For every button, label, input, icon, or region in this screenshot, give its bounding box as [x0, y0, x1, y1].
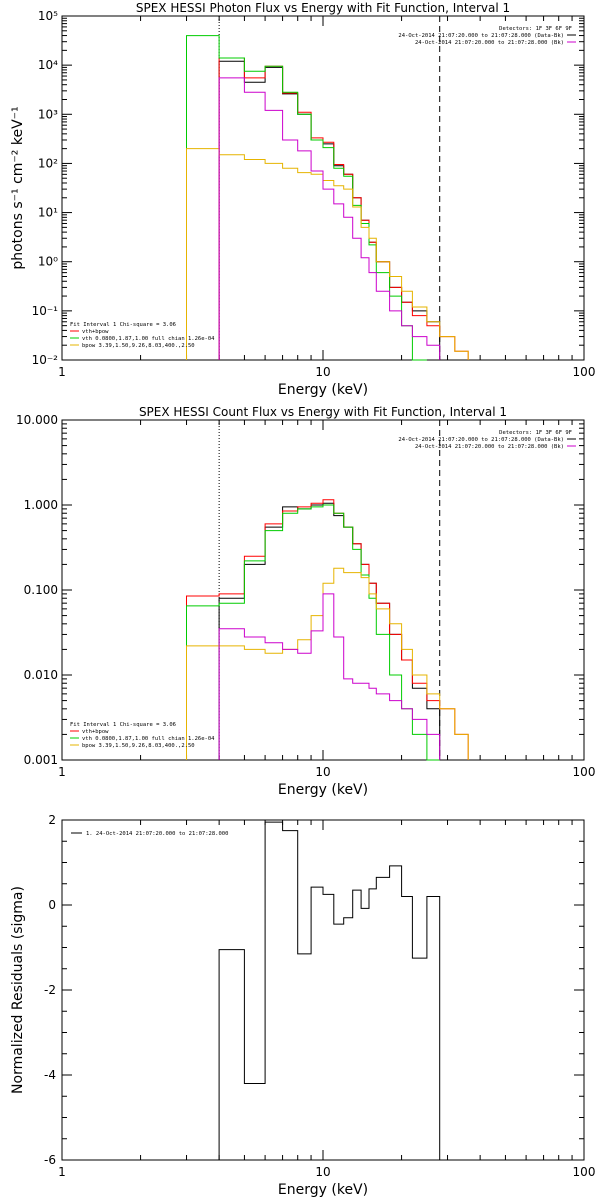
y-axis-label: Normalized Residuals (sigma) [10, 886, 26, 1094]
y-tick-label: 0.010 [24, 668, 58, 682]
y-tick-label: -2 [44, 983, 56, 997]
legend-entry-text: 24-Oct-2014 21:07:20.000 to 21:07:28.000… [398, 33, 564, 39]
x-axis-label: Energy (keV) [278, 1182, 368, 1198]
series-line-data-bk [218, 502, 441, 760]
plot-frame [61, 819, 585, 1161]
legend-fit-entry: vth 0.0800,1.87,1.00 full chian 1.26e-04 [82, 736, 215, 742]
y-tick-label: 2 [48, 813, 56, 827]
y-tick-label: 10⁵ [38, 9, 58, 23]
chart-panel-1 [61, 15, 585, 361]
legend-fit-header: Fit Interval 1 Chi-square = 3.06 [70, 322, 176, 328]
y-tick-label: 10¹ [38, 206, 58, 220]
y-tick-label: -4 [44, 1068, 56, 1082]
x-tick-label: 10 [315, 765, 330, 779]
legend-fit-entry: vth+bpow [82, 329, 109, 335]
legend-fit-entry: vth 0.0800,1.87,1.00 full chian 1.26e-04 [82, 336, 215, 342]
legend-fit-entry: bpow 3.39,1.50,9.26,8.03,400.,2.50 [82, 343, 195, 349]
legend-header: Detectors: 1F 3F 6F 9F [499, 430, 572, 436]
y-tick-label: 10⁴ [38, 58, 58, 72]
series-line-residuals [218, 821, 441, 1160]
x-tick-label: 100 [573, 765, 596, 779]
legend-entry-text: 24-Oct-2014 21:07:20.000 to 21:07:28.000… [415, 40, 564, 46]
y-tick-label: 10⁰ [38, 255, 58, 269]
x-axis-label: Energy (keV) [278, 382, 368, 398]
legend-entry-text: 1. 24-Oct-2014 21:07:20.000 to 21:07:28.… [86, 831, 228, 837]
series-line-bk [218, 593, 441, 760]
y-tick-label: 10⁻² [32, 353, 59, 367]
x-tick-label: 10 [315, 1165, 330, 1179]
y-tick-label: -6 [44, 1153, 56, 1167]
x-tick-label: 10 [315, 365, 330, 379]
x-tick-label: 1 [58, 765, 66, 779]
y-axis-label: photons s⁻¹ cm⁻² keV⁻¹ [10, 106, 26, 269]
series-line-data-bk [218, 60, 441, 360]
y-tick-label: 0.001 [24, 753, 58, 767]
x-tick-label: 100 [573, 1165, 596, 1179]
series-line-bk [218, 77, 441, 360]
y-tick-label: 10⁻¹ [32, 304, 59, 318]
y-tick-label: 0.100 [24, 583, 58, 597]
legend-fit-entry: vth+bpow [82, 729, 109, 735]
chart-title: SPEX HESSI Photon Flux vs Energy with Fi… [136, 1, 510, 15]
series-line-bpow [186, 148, 469, 360]
x-axis-label: Energy (keV) [278, 782, 368, 798]
series-line-bpow [186, 567, 469, 760]
legend-entry-text: 24-Oct-2014 21:07:20.000 to 21:07:28.000… [415, 444, 564, 450]
y-tick-label: 0 [48, 898, 56, 912]
legend-fit-entry: bpow 3.39,1.50,9.26,8.03,400.,2.50 [82, 743, 195, 749]
series-line-vth [186, 35, 427, 361]
legend-header: Detectors: 1F 3F 6F 9F [499, 26, 572, 32]
y-tick-label: 1.000 [24, 498, 58, 512]
legend-fit-header: Fit Interval 1 Chi-square = 3.06 [70, 722, 176, 728]
y-tick-label: 10³ [38, 107, 58, 121]
y-tick-label: 10.000 [16, 413, 58, 427]
series-line-vth-bpow [186, 499, 469, 760]
chart-panel-3 [61, 819, 585, 1161]
legend-entry-text: 24-Oct-2014 21:07:20.000 to 21:07:28.000… [398, 437, 564, 443]
chart-panel-2 [61, 419, 585, 761]
y-tick-label: 10² [38, 156, 58, 170]
x-tick-label: 1 [58, 1165, 66, 1179]
x-tick-label: 100 [573, 365, 596, 379]
chart-title: SPEX HESSI Count Flux vs Energy with Fit… [139, 405, 507, 419]
series-line-vth [186, 504, 440, 761]
x-tick-label: 1 [58, 365, 66, 379]
